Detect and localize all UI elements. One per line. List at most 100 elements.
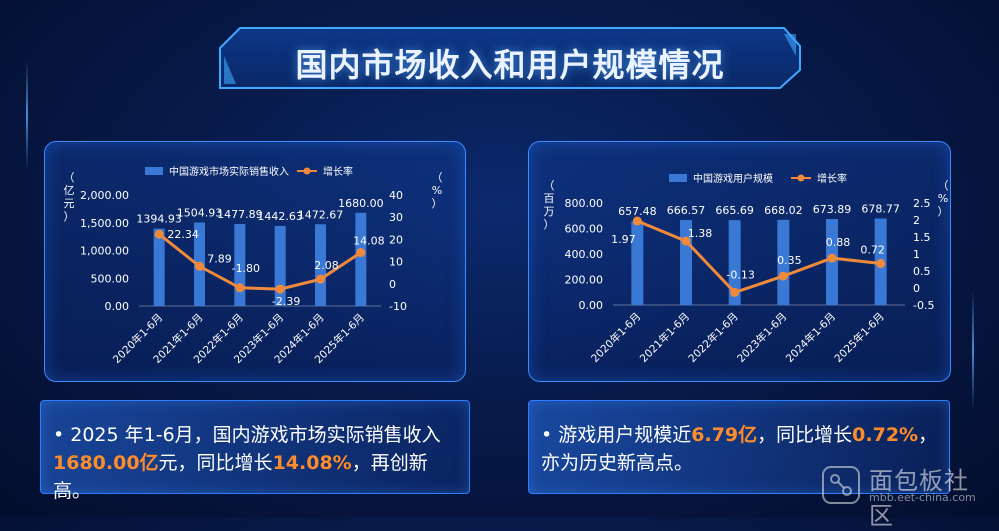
y-axis-title-char: 元: [64, 197, 75, 210]
y-axis-title-char: （: [64, 171, 75, 184]
y-tick-label: 0.00: [579, 299, 604, 312]
note-text-part: 元，同比增长: [158, 452, 273, 474]
y-axis-title-char: ）: [64, 210, 75, 223]
y2-tick-label: -10: [389, 300, 407, 313]
growth-highlight: 0.72%: [852, 424, 919, 446]
line-point: [730, 287, 740, 297]
legend-bar-swatch: [669, 174, 687, 182]
y-tick-label: 500.00: [91, 272, 130, 285]
growth-line: [158, 233, 362, 291]
y-axis-title-char: 万: [544, 205, 555, 218]
y2-tick-label: 2.5: [913, 197, 931, 210]
bar-value-label: 1680.00: [338, 197, 384, 210]
revenue-chart-panel: 中国游戏市场实际销售收入 增长率（亿元）（%） 2,000.00 1,500.00 1,…: [44, 141, 466, 382]
legend-line-marker: [303, 167, 311, 175]
watermark: 面包板社区 mbb.eet-china.com: [821, 459, 991, 530]
bar: [315, 224, 326, 306]
y2-axis-title-char: %: [432, 184, 442, 197]
bar-value-label: 673.89: [813, 203, 852, 216]
line-value-label: 1.38: [688, 227, 713, 240]
note-text-part: 2025 年1-6月，国内游戏市场实际销售收入: [64, 424, 441, 446]
x-tick-label: 2025年1-6月: [832, 310, 887, 365]
users-note-panel: • 游戏用户规模近6.79亿，同比增长0.72%，亦为历史新高点。: [528, 400, 950, 494]
users-chart-panel: 中国游戏用户规模 增长率（百万）（%） 800.00 600.00 400.00 200.…: [528, 141, 951, 382]
note-text-part: ，再创新高。: [53, 452, 428, 502]
y-tick-label: 1,000.00: [80, 245, 129, 258]
bar-value-label: 1472.67: [298, 208, 344, 221]
chart-legend: 中国游戏市场实际销售收入 增长率: [145, 165, 353, 178]
y-axis-title-char: （: [544, 179, 555, 192]
bar-value-label: 666.57: [667, 204, 706, 217]
x-tick-label: 2022年1-6月: [686, 310, 741, 365]
bar-value-label: 1394.93: [136, 213, 182, 226]
note-text-part: 游戏用户规模近: [552, 424, 692, 446]
page-title: 国内市场收入和用户规模情况: [295, 46, 725, 84]
line-point: [275, 284, 285, 294]
line-point: [827, 253, 837, 263]
title-banner: 国内市场收入和用户规模情况: [218, 26, 802, 90]
growth-highlight: 14.08%: [272, 452, 352, 474]
legend-bar-swatch: [145, 167, 163, 175]
y2-tick-label: 1: [913, 248, 920, 261]
y2-axis-title-char: ）: [432, 197, 443, 210]
bar-value-label: 1504.93: [177, 206, 223, 219]
y2-tick-label: 10: [389, 256, 403, 269]
y2-axis-title-char: （: [938, 179, 949, 192]
line-point: [681, 236, 691, 246]
line-value-label: -2.39: [272, 295, 300, 308]
y-tick-label: 0.00: [105, 300, 130, 313]
watermark-logo-icon: [822, 466, 860, 504]
y-axis-title-char: ）: [544, 218, 555, 231]
line-value-label: 0.72: [860, 244, 885, 257]
revenue-note-panel: • 2025 年1-6月，国内游戏市场实际销售收入 1680.00亿元，同比增长…: [40, 400, 470, 502]
y-tick-label: 1,500.00: [80, 217, 129, 230]
y-tick-label: 800.00: [565, 197, 604, 210]
left-deco-line: [26, 60, 28, 170]
line-point: [154, 229, 164, 239]
x-tick-label: 2021年1-6月: [637, 310, 692, 365]
y2-axis-title-char: %: [938, 192, 948, 205]
line-value-label: 7.89: [207, 252, 232, 265]
y2-tick-label: -0.5: [913, 299, 934, 312]
bar-value-label: 678.77: [861, 202, 900, 215]
bar: [631, 221, 644, 305]
bullet: •: [541, 424, 553, 446]
y2-tick-label: 30: [389, 211, 403, 224]
line-value-label: 0.35: [777, 254, 802, 267]
bar: [274, 225, 286, 306]
y2-tick-label: 2: [913, 214, 920, 227]
users-chart: 中国游戏用户规模 增长率（百万）（%）800.00600.00400.00200.…: [544, 172, 949, 365]
chart-legend: 中国游戏用户规模 增长率: [669, 172, 847, 185]
bar-value-label: 665.69: [715, 204, 754, 217]
line-value-label: 22.34: [167, 228, 199, 241]
y2-axis-title-char: （: [432, 171, 443, 184]
bar-value-label: 668.02: [764, 204, 803, 217]
legend-bar-label: 中国游戏市场实际销售收入: [169, 165, 289, 178]
title-frame: [219, 27, 801, 89]
line-value-label: 0.88: [826, 236, 851, 249]
bar-value-label: 1477.89: [217, 208, 262, 221]
line-point: [195, 261, 204, 271]
y2-tick-label: 0: [913, 282, 920, 295]
y-axis-title-char: 亿: [64, 184, 75, 197]
revenue-note: • 2025 年1-6月，国内游戏市场实际销售收入 1680.00亿元，同比增长…: [53, 421, 459, 505]
y-tick-label: 2,000.00: [80, 189, 129, 202]
y-tick-label: 400.00: [565, 248, 604, 261]
growth-line: [636, 219, 881, 295]
legend-line-label: 增长率: [323, 165, 353, 178]
bar-value-label: 1442.63: [257, 210, 303, 223]
line-point: [356, 248, 366, 258]
bar: [777, 219, 790, 305]
y-tick-label: 600.00: [565, 223, 604, 236]
bar: [234, 223, 246, 306]
x-tick-label: 2020年1-6月: [588, 310, 643, 365]
watermark-url: mbb.eet-china.com: [869, 491, 976, 504]
note-text-part: ，亦为历史新高点。: [541, 424, 938, 474]
legend-line-marker: [797, 174, 805, 182]
legend-line-label: 增长率: [817, 172, 847, 185]
users-note: • 游戏用户规模近6.79亿，同比增长0.72%，亦为历史新高点。: [541, 421, 939, 477]
y2-axis-title-char: ）: [938, 205, 949, 218]
line-point: [632, 216, 642, 226]
line-point: [316, 274, 325, 284]
line-value-label: 1.97: [611, 233, 636, 246]
